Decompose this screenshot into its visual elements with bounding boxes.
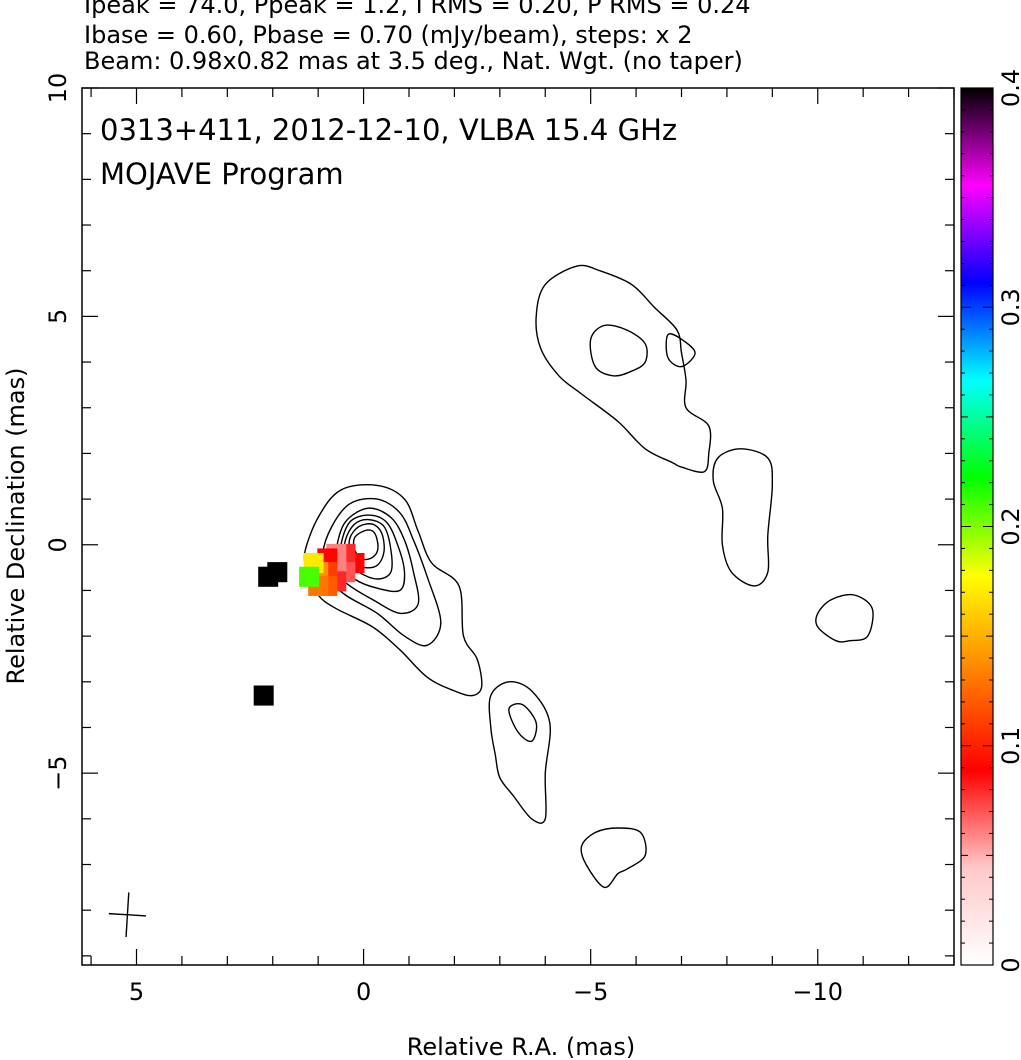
header-stats-line: Ipeak = 74.0, Ppeak = 1.2, I RMS = 0.20,… [84,0,751,19]
polarization-layer [253,543,365,706]
contour-layer [303,264,874,889]
x-tick-label: −5 [573,978,608,1006]
plot-frame [81,87,955,966]
colorbar-tick-label: 0.1 [997,727,1021,765]
contour-line [815,593,874,643]
axis-ticks: 5 0 −5 −10 −5 0 5 10 [44,73,955,1006]
colorbar-ticks: 0 0.1 0.2 0.3 0.4 [961,69,1021,973]
contour-line [665,332,696,368]
y-tick-label: 0 [44,537,72,552]
beam-cross [108,892,147,938]
contour-line [343,518,393,580]
y-axis-label: Relative Declination (mas) [2,367,30,684]
contour-line [508,703,538,743]
beam-axis [108,912,147,917]
contour-line [321,497,442,647]
colorbar-tick-label: 0.3 [997,288,1021,326]
contour-line [535,264,712,473]
y-tick-label: 10 [44,73,72,104]
contour-line [488,680,551,824]
polarization-pixel [253,685,274,706]
plot-title-line1: 0313+411, 2012-12-10, VLBA 15.4 GHz [100,113,677,147]
x-tick-label: 0 [356,978,371,1006]
header-beam-line: Beam: 0.98x0.82 mas at 3.5 deg., Nat. Wg… [84,47,743,75]
contour-line [580,827,647,889]
contour-line [712,448,774,587]
polarization-pixel [258,566,279,587]
y-tick-label: −5 [44,756,72,791]
contour-line [303,484,483,697]
x-tick-label: −10 [792,978,843,1006]
contour-line [589,324,648,377]
x-tick-label: 5 [129,978,144,1006]
colorbar-tick-label: 0 [997,957,1021,972]
contour-line [334,507,420,615]
colorbar-tick-label: 0.2 [997,507,1021,545]
plot-title-line2: MOJAVE Program [100,157,344,191]
y-tick-label: 5 [44,309,72,324]
colorbar-tick-label: 0.4 [997,69,1021,107]
contour-line [338,514,406,593]
x-axis-label: Relative R.A. (mas) [407,1033,635,1060]
header-base-line: Ibase = 0.60, Pbase = 0.70 (mJy/beam), s… [84,21,693,49]
polarization-pixel [299,566,320,587]
